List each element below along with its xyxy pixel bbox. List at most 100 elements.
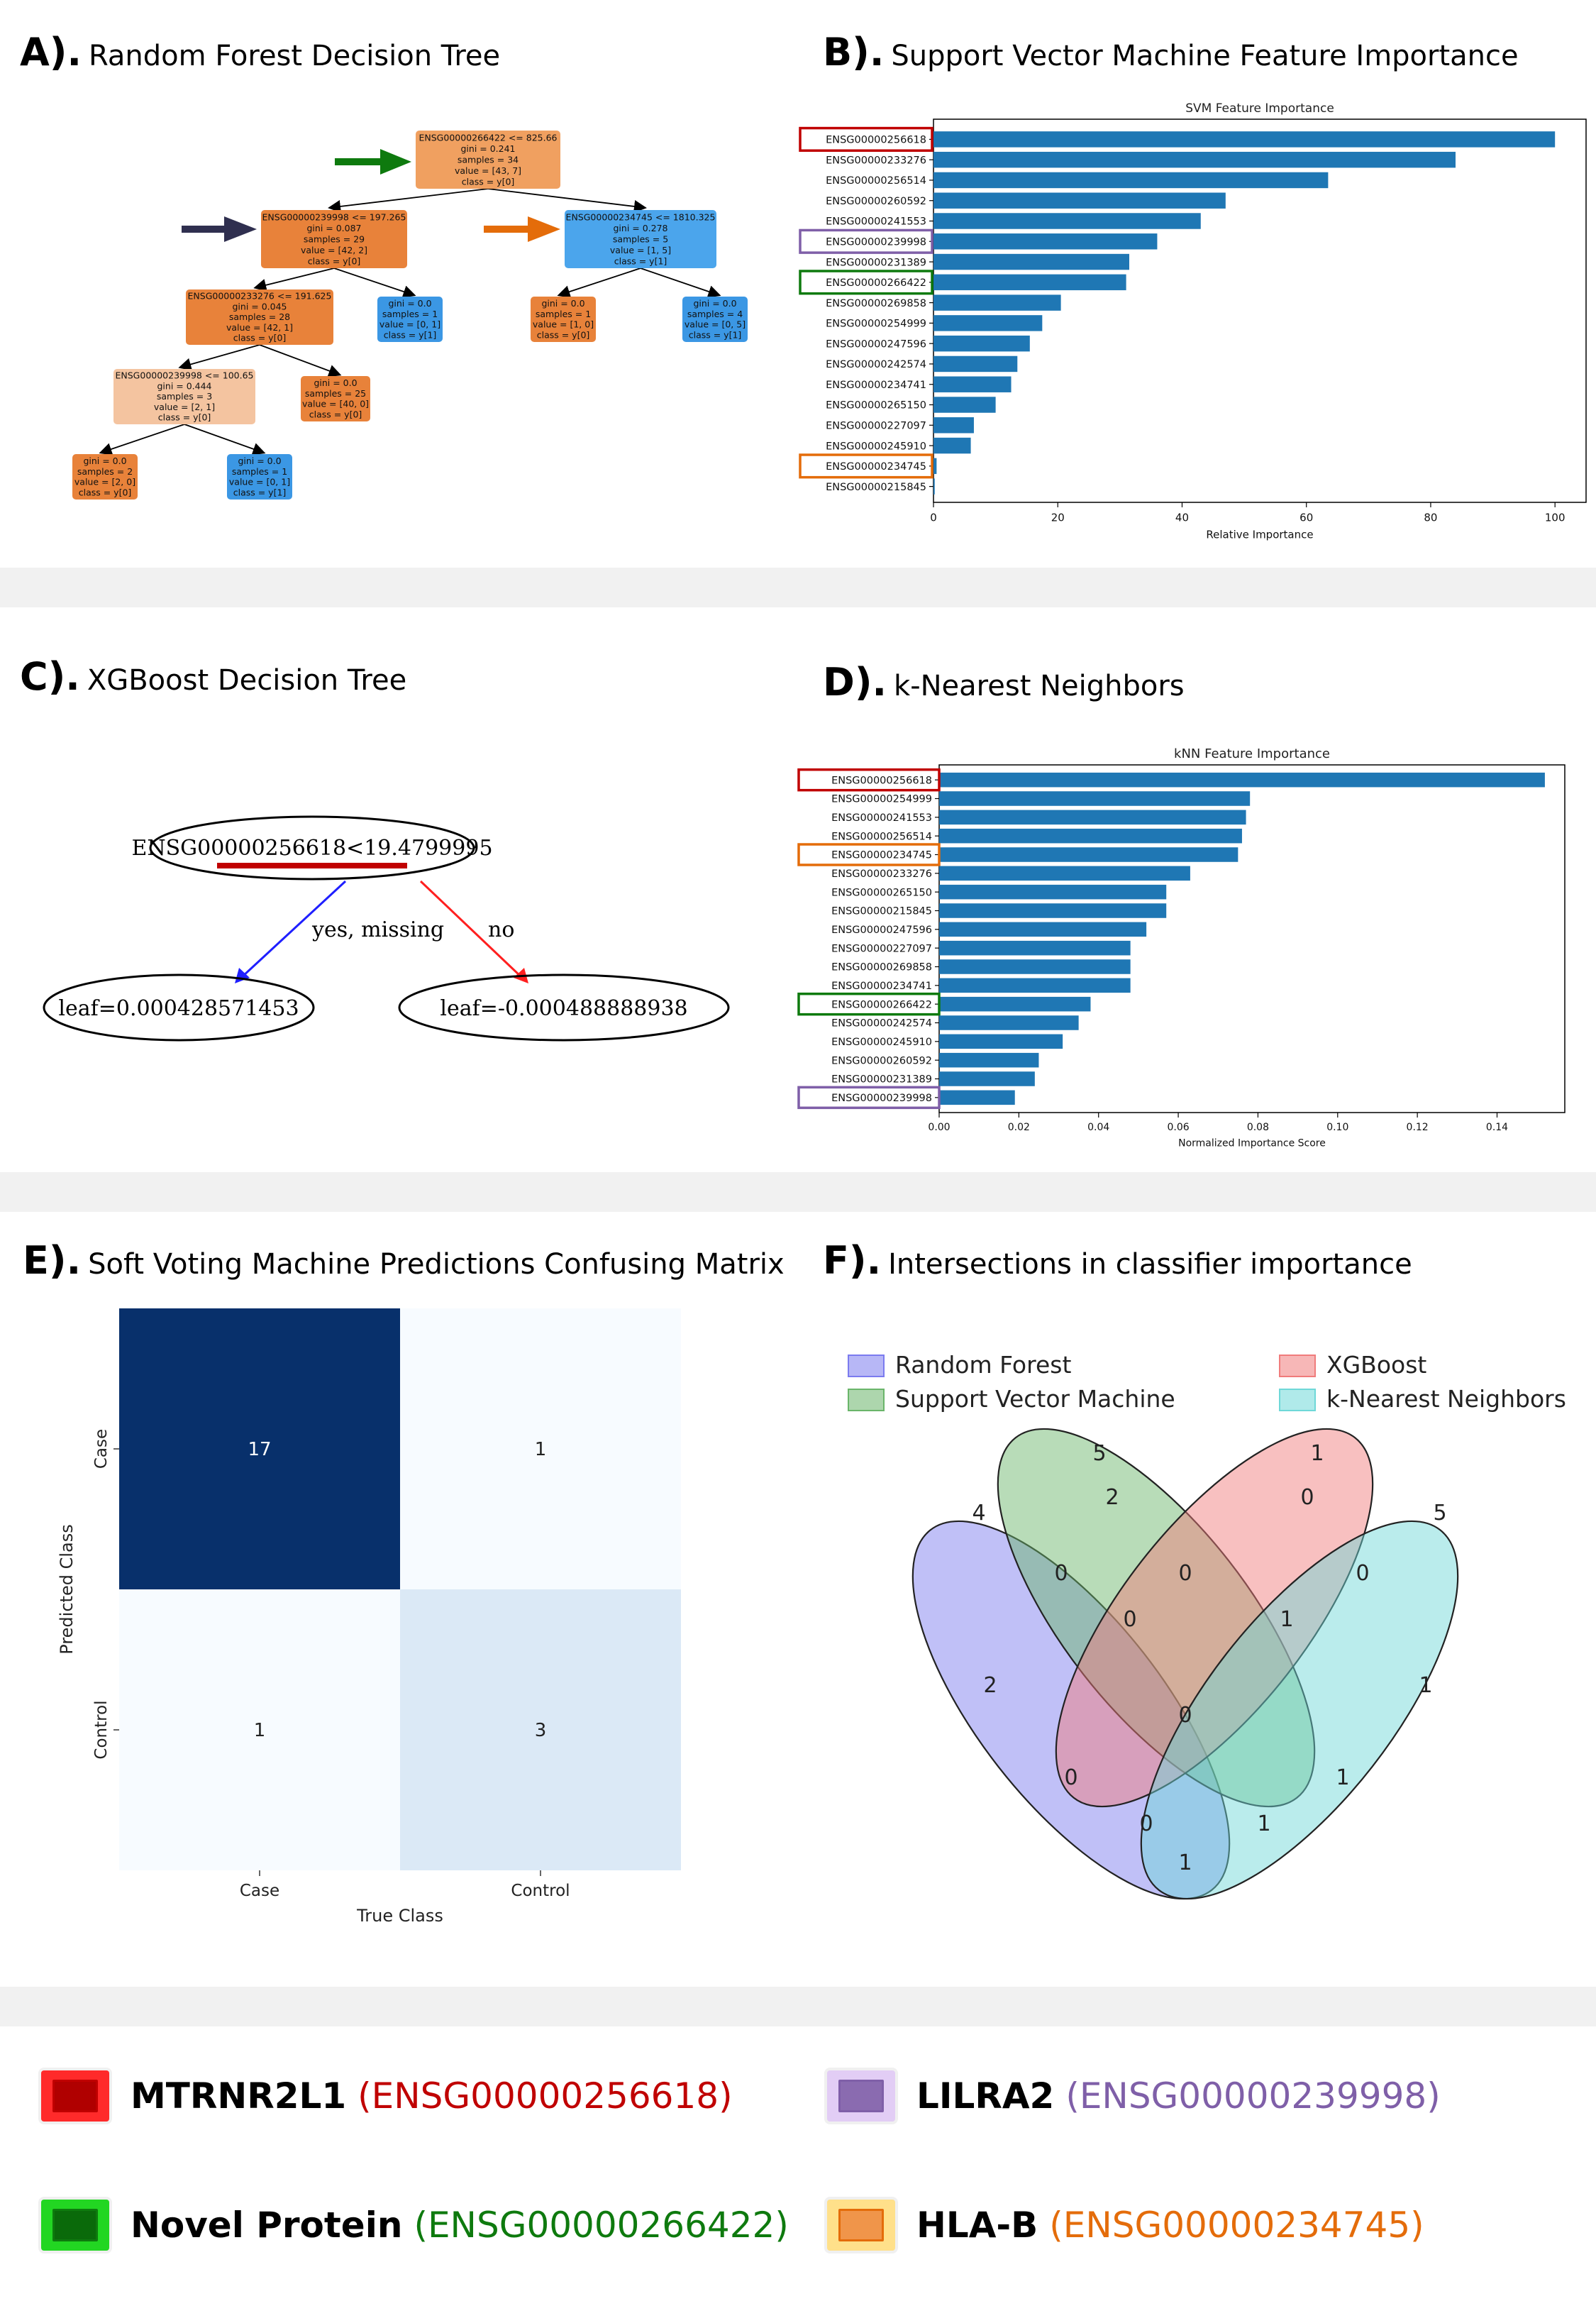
tree-node-text: gini = 0.0 bbox=[314, 377, 357, 388]
tree-node-text: value = [42, 1] bbox=[226, 322, 293, 333]
venn-region-count: 0 bbox=[1356, 1561, 1369, 1586]
x-tick-label: 40 bbox=[1175, 512, 1189, 524]
tree-node-text: value = [0, 1] bbox=[229, 477, 290, 487]
y-tick-label: ENSG00000266422 bbox=[826, 277, 926, 289]
y-tick-label: ENSG00000233276 bbox=[826, 155, 926, 166]
venn-set-total: 5 bbox=[1433, 1501, 1446, 1526]
panel-d-title: D). k-Nearest Neighbors bbox=[823, 660, 1185, 705]
tree-node-text: samples = 1 bbox=[382, 309, 438, 319]
venn-legend-label: k-Nearest Neighbors bbox=[1326, 1385, 1566, 1413]
highlight-box bbox=[799, 270, 933, 295]
bar bbox=[939, 791, 1251, 806]
orange-swatch-icon bbox=[827, 2200, 895, 2251]
gene-legend-novel-protein: Novel Protein (ENSG00000266422) bbox=[41, 2200, 789, 2251]
y-tick-label: ENSG00000234741 bbox=[826, 380, 926, 391]
plot-frame bbox=[933, 118, 1587, 503]
bar bbox=[939, 847, 1238, 862]
y-tick-label: ENSG00000234745 bbox=[826, 461, 926, 473]
tree-node-box bbox=[531, 297, 596, 342]
y-tick-label: ENSG00000266422 bbox=[831, 999, 932, 1010]
tree-edge bbox=[487, 188, 647, 213]
separator-band bbox=[0, 1987, 1596, 2026]
venn-region-count: 1 bbox=[1419, 1673, 1432, 1698]
panel-a-title: A). Random Forest Decision Tree bbox=[20, 30, 501, 75]
gene-legend-mtrnr2l1: MTRNR2L1 (ENSG00000256618) bbox=[41, 2070, 733, 2122]
chart-title: SVM Feature Importance bbox=[1185, 101, 1334, 116]
bar bbox=[939, 1015, 1079, 1030]
venn-legend-item: Random Forest bbox=[848, 1351, 1071, 1379]
xgb-yes-edge bbox=[241, 880, 347, 978]
tree-node-text: class = y[1] bbox=[233, 487, 287, 498]
bar bbox=[933, 131, 1556, 148]
y-tick-label: ENSG00000260592 bbox=[826, 196, 926, 207]
panel-e-title: E). Soft Voting Machine Predictions Confu… bbox=[23, 1238, 785, 1283]
venn-set-ellipse bbox=[1140, 1520, 1459, 1900]
bar bbox=[933, 192, 1226, 209]
tree-node-text: samples = 25 bbox=[305, 388, 366, 399]
svm-feature-importance-chart: SVM Feature Importance ENSG00000256618 ENS… bbox=[799, 101, 1587, 541]
y-tick-label: ENSG00000231389 bbox=[831, 1074, 932, 1086]
venn-region-count: 0 bbox=[1178, 1703, 1192, 1728]
purple-swatch-icon bbox=[827, 2070, 895, 2122]
y-tick-label: ENSG00000233276 bbox=[831, 868, 932, 880]
tree-node-text: samples = 2 bbox=[77, 466, 133, 477]
venn-region-count: 1 bbox=[1257, 1811, 1270, 1836]
xgb-left-leaf-label: leaf=0.000428571453 bbox=[58, 996, 299, 1021]
tree-node-text: samples = 5 bbox=[613, 233, 668, 244]
gene-legend-lilra2: LILRA2 (ENSG00000239998) bbox=[827, 2070, 1441, 2122]
tree-node-text: ENSG00000234745 <= 1810.325 bbox=[566, 211, 716, 222]
tree-node-text: value = [0, 5] bbox=[685, 319, 746, 330]
tree-node-text: samples = 4 bbox=[687, 309, 743, 319]
tree-node-text: gini = 0.087 bbox=[306, 223, 361, 233]
tree-node-text: gini = 0.278 bbox=[613, 223, 667, 233]
bar bbox=[939, 866, 1190, 881]
y-tick-label: ENSG00000227097 bbox=[831, 943, 932, 954]
bar bbox=[939, 1052, 1039, 1068]
bar bbox=[933, 213, 1201, 229]
cell-value: 17 bbox=[248, 1439, 271, 1460]
highlight-box bbox=[797, 1086, 941, 1110]
gene-name: Novel Protein bbox=[131, 2205, 403, 2246]
y-tick-label: ENSG00000256618 bbox=[826, 135, 926, 146]
y-tick-label: ENSG00000231389 bbox=[826, 257, 926, 268]
bar bbox=[933, 172, 1329, 189]
gene-id: (ENSG00000239998) bbox=[1065, 2075, 1441, 2117]
tree-node-text: class = y[0] bbox=[462, 176, 515, 187]
bar bbox=[933, 315, 1043, 331]
y-tick-label: ENSG00000245910 bbox=[826, 441, 926, 452]
tree-node-text: value = [2, 0] bbox=[74, 477, 135, 487]
tree-node-box bbox=[186, 289, 333, 345]
tree-node-text: value = [42, 2] bbox=[301, 245, 367, 255]
cell-value: 1 bbox=[535, 1439, 547, 1460]
x-axis-label: True Class bbox=[356, 1906, 443, 1926]
x-tick-label: 80 bbox=[1424, 512, 1437, 524]
highlight-box bbox=[799, 228, 933, 254]
xgb-right-leaf-node bbox=[398, 973, 730, 1042]
tree-node-box bbox=[416, 131, 560, 189]
xgboost-tree: ENSG00000256618<19.4799995 yes, missing … bbox=[43, 815, 730, 1042]
venn-set-ellipse bbox=[911, 1520, 1231, 1900]
highlight-box bbox=[799, 453, 933, 479]
y-tick-label: ENSG00000247596 bbox=[826, 338, 926, 350]
separator-band bbox=[0, 568, 1596, 607]
y-tick-label: Control bbox=[92, 1700, 111, 1759]
bar bbox=[939, 828, 1242, 844]
swatch-fill bbox=[52, 2209, 98, 2241]
gene-id: (ENSG00000256618) bbox=[358, 2075, 733, 2117]
tree-node-text: gini = 0.241 bbox=[460, 143, 515, 154]
tree-node-text: class = y[0] bbox=[537, 330, 590, 341]
tree-node-text: gini = 0.444 bbox=[157, 380, 211, 391]
heatmap-cell bbox=[119, 1589, 400, 1870]
xgb-left-leaf-node bbox=[43, 973, 315, 1042]
tree-node-text: class = y[1] bbox=[614, 255, 667, 266]
bar bbox=[939, 1090, 1015, 1105]
x-tick-label: 0.06 bbox=[1167, 1122, 1189, 1133]
bar bbox=[933, 458, 937, 475]
chart-title: kNN Feature Importance bbox=[1174, 746, 1330, 761]
